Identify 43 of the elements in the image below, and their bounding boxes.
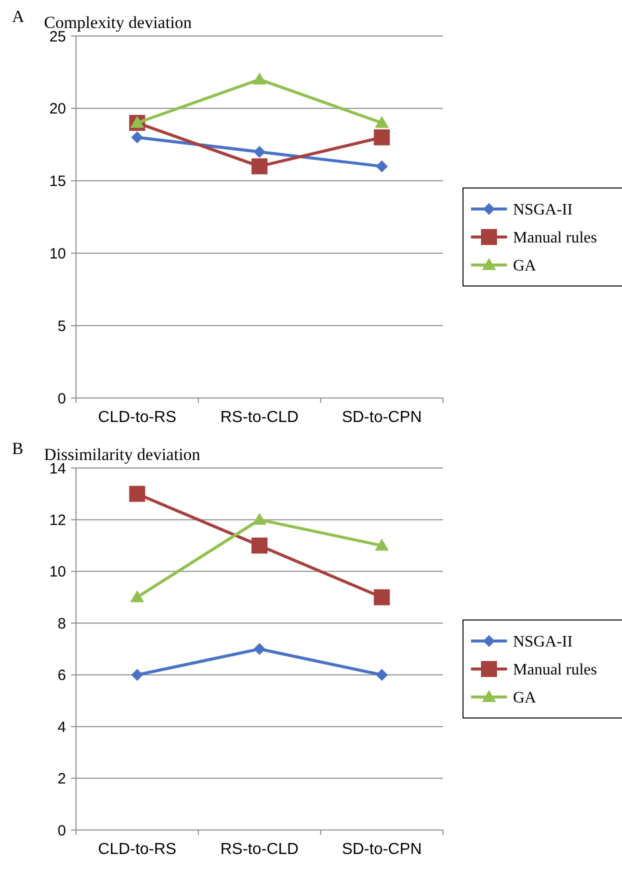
point [254, 643, 266, 655]
x-tick-label: CLD-to-RS [98, 841, 176, 858]
legend-label: GA [513, 258, 537, 275]
x-tick-label: SD-to-CPN [342, 409, 422, 426]
point [252, 158, 268, 174]
text: B [12, 439, 24, 458]
point [374, 129, 390, 146]
y-tick-label: 4 [58, 718, 66, 736]
y-tick-label: 20 [49, 100, 66, 118]
y-tick-label: 8 [58, 615, 66, 632]
point [131, 131, 144, 144]
y-tick-label: 10 [49, 245, 66, 262]
point [376, 160, 388, 172]
point [376, 668, 388, 681]
point [254, 146, 266, 158]
x-tick-label: CLD-to-RS [98, 409, 176, 426]
legend-label: Manual rules [513, 230, 597, 247]
y-tick-label: 0 [58, 822, 66, 840]
y-tick-label: 0 [58, 390, 66, 408]
y-tick-label: 10 [49, 564, 66, 581]
point [130, 590, 144, 602]
legend-label: NSGA-II [513, 202, 573, 219]
y-tick-label: 6 [58, 667, 66, 684]
x-tick-label: SD-to-CPN [342, 841, 422, 858]
point [130, 116, 144, 128]
legend-label: NSGA-II [513, 634, 573, 651]
text: A [12, 7, 25, 26]
point [252, 538, 268, 554]
legend-label: GA [513, 690, 537, 707]
point [129, 486, 146, 502]
point [131, 668, 144, 681]
x-tick-label: RS-to-CLD [220, 841, 299, 858]
point [252, 512, 266, 525]
y-tick-label: 5 [58, 318, 66, 335]
legend-label: Manual rules [513, 662, 597, 679]
point [374, 116, 389, 128]
point [374, 589, 390, 606]
point [374, 538, 389, 551]
y-tick-label: 12 [49, 512, 66, 529]
y-tick-label: 15 [49, 173, 66, 190]
x-tick-label: RS-to-CLD [220, 409, 299, 426]
y-tick-label: 2 [58, 770, 66, 788]
point [252, 72, 266, 84]
